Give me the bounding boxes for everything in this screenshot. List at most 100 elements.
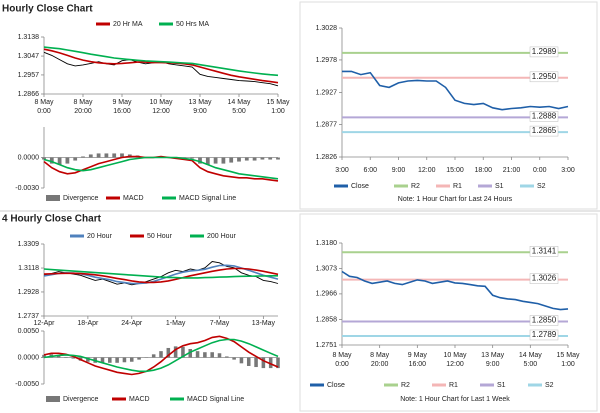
- x-tick-label: 8 May 20:00: [73, 99, 93, 115]
- legend-swatch: [46, 396, 60, 402]
- level-label: 1.3026: [532, 274, 557, 283]
- y-tick-label: 1.3047: [18, 53, 40, 60]
- divergence-bar: [129, 357, 134, 362]
- x-tick-label: 10 May 12:00: [150, 99, 173, 115]
- level-label-box: [529, 273, 559, 284]
- y-tick-label: 1.2928: [18, 289, 40, 296]
- divergence-bar: [205, 157, 210, 165]
- series-line: [342, 70, 569, 111]
- y-tick-label: 1.2858: [316, 316, 338, 323]
- divergence-bar: [57, 157, 62, 165]
- x-tick-label: 12:00: [418, 167, 436, 174]
- series-line: [43, 156, 279, 180]
- x-tick-label: 13 May 9:00: [481, 352, 504, 368]
- divergence-bar: [64, 356, 68, 358]
- x-tick-label: 3:00: [335, 167, 349, 174]
- x-tick-label: 15 May 1:00: [267, 99, 290, 115]
- level-label: 1.3141: [532, 246, 557, 255]
- level-label-box: [529, 329, 559, 341]
- x-tick-label: 8 May 20:00: [370, 352, 390, 368]
- divergence-bar: [159, 351, 163, 358]
- legend-label: MACD Signal Line: [187, 396, 244, 403]
- divergence-bar: [100, 357, 105, 363]
- legend-label: 50 Hrs MA: [176, 21, 209, 28]
- x-tick-label: 9:00: [392, 167, 406, 174]
- divergence-bar: [254, 357, 258, 368]
- divergence-bar: [244, 157, 249, 161]
- x-tick-label: 10 May 12:00: [444, 352, 467, 368]
- divergence-bar: [42, 354, 46, 358]
- divergence-bar: [217, 353, 222, 358]
- x-tick-label: 12-Apr: [33, 320, 55, 327]
- legend-label: MACD: [123, 195, 144, 202]
- divergence-bar: [260, 157, 265, 160]
- y-tick-label: 1.2966: [316, 291, 338, 298]
- divergence-bar: [56, 355, 61, 358]
- legend-label: S2: [537, 183, 546, 190]
- divergence-bar: [203, 352, 207, 358]
- chart-note: Note: 1 Hour Chart for Last 1 Week: [400, 396, 510, 403]
- legend-label: R1: [453, 183, 462, 190]
- level-label: 1.2850: [532, 316, 557, 325]
- x-tick-label: 9 May 16:00: [408, 352, 428, 368]
- divergence-bar: [252, 157, 257, 161]
- divergence-bar: [86, 357, 90, 362]
- divergence-bar: [88, 154, 93, 158]
- divergence-bar: [261, 357, 266, 369]
- level-label: 1.2989: [532, 47, 557, 56]
- y-tick-label: 0.0000: [18, 354, 40, 361]
- level-label: 1.2950: [532, 72, 557, 81]
- x-tick-label: 15:00: [446, 167, 464, 174]
- series-line: [43, 335, 279, 376]
- y-tick-label: 1.3028: [316, 25, 338, 32]
- level-label-box: [529, 111, 559, 122]
- divergence-bar: [181, 346, 185, 358]
- level-label: 1.2888: [532, 112, 557, 121]
- x-tick-label: 8 May 0:00: [332, 352, 352, 368]
- divergence-bar: [96, 153, 101, 158]
- legend-label: Close: [327, 382, 345, 389]
- divergence-bar: [225, 356, 229, 358]
- x-tick-label: 6:00: [363, 167, 377, 174]
- divergence-bar: [213, 157, 218, 164]
- level-label-box: [529, 125, 559, 137]
- y-tick-label: 1.3138: [18, 34, 40, 41]
- legend-label: R2: [411, 183, 420, 190]
- level-label-box: [529, 315, 559, 326]
- legend-label: 20 Hour: [87, 233, 113, 240]
- series-line: [43, 48, 279, 84]
- legend-label: 20 Hr MA: [113, 21, 143, 28]
- panel-border: [299, 213, 598, 412]
- divergence-bar: [198, 157, 202, 164]
- x-tick-label: 9 May 16:00: [112, 99, 132, 115]
- y-tick-label: 1.2957: [18, 72, 40, 79]
- y-tick-label: 1.3118: [18, 265, 39, 272]
- level-label-box: [529, 46, 559, 58]
- legend-swatch: [46, 195, 60, 201]
- y-tick-label: 1.2877: [316, 121, 338, 128]
- level-label-box: [529, 246, 559, 257]
- x-tick-label: 13-May: [252, 320, 276, 327]
- x-tick-label: 18:00: [474, 167, 492, 174]
- y-tick-label: 1.2737: [18, 313, 40, 320]
- divergence-bar: [239, 357, 244, 364]
- y-tick-label: -0.0030: [15, 185, 39, 192]
- x-tick-label: 15 May 1:00: [557, 352, 580, 368]
- level-label-box: [529, 71, 559, 83]
- divergence-bar: [166, 347, 171, 358]
- legend-label: S2: [545, 382, 554, 389]
- divergence-bar: [122, 357, 127, 363]
- divergence-bar: [104, 153, 109, 158]
- section-title: Hourly Close Chart: [2, 4, 93, 15]
- y-tick-label: 1.2866: [18, 91, 40, 98]
- divergence-bar: [49, 157, 54, 164]
- divergence-bar: [246, 357, 251, 366]
- y-tick-label: 0.0050: [18, 328, 40, 335]
- series-line: [341, 270, 569, 311]
- series-line: [43, 338, 279, 373]
- x-tick-label: 0:00: [533, 167, 547, 174]
- y-tick-label: 1.3073: [316, 265, 338, 272]
- divergence-bar: [65, 157, 70, 164]
- divergence-bar: [237, 157, 241, 162]
